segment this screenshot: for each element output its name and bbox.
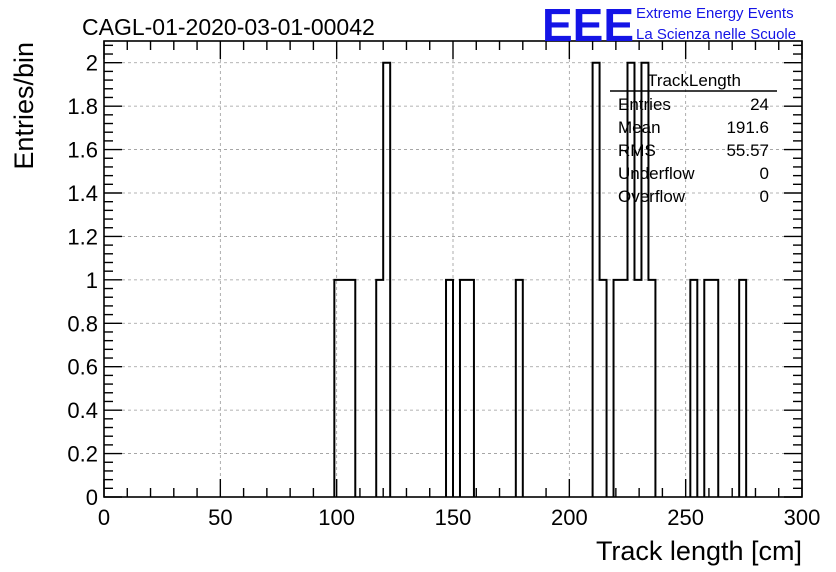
x-tick-label: 0 [98, 505, 110, 530]
stats-row-label: RMS [618, 141, 656, 160]
x-tick-label: 200 [551, 505, 588, 530]
logo-line-1: Extreme Energy Events [636, 5, 794, 22]
y-tick-label: 1.2 [67, 224, 98, 249]
stats-row-value: 55.57 [726, 141, 769, 160]
x-axis-label: Track length [cm] [596, 536, 802, 566]
histogram-bin [376, 280, 383, 497]
x-tick-label: 100 [318, 505, 355, 530]
histogram-bin [614, 280, 621, 497]
y-tick-label: 1.8 [67, 94, 98, 119]
histogram-bin [690, 280, 697, 497]
stats-row-value: 0 [760, 187, 769, 206]
stats-row-label: Underflow [618, 164, 695, 183]
run-title: CAGL-01-2020-03-01-00042 [82, 14, 375, 40]
stats-row-label: Mean [618, 118, 661, 137]
x-tick-label: 250 [667, 505, 704, 530]
x-tick-label: 50 [208, 505, 232, 530]
y-tick-label: 0.6 [67, 355, 98, 380]
histogram-outline [333, 61, 748, 497]
y-tick-label: 0 [86, 485, 98, 510]
plot-frame [103, 40, 803, 498]
histogram-bin [634, 280, 641, 497]
histogram-bin [334, 280, 341, 497]
axis-ticks: 0 50 100 150 200 250 30000.20.40.60.811.21.41.… [67, 41, 820, 530]
histogram-bin [711, 280, 718, 497]
histogram-bin [446, 280, 453, 497]
stats-row-value: 24 [750, 95, 769, 114]
histogram-bin [739, 280, 746, 497]
stats-box-title: TrackLength [647, 71, 741, 90]
histogram-bin [516, 280, 523, 497]
histogram-bin [383, 63, 390, 497]
histogram-bin [341, 280, 348, 497]
histogram-bin [704, 280, 711, 497]
histogram-bin [460, 280, 467, 497]
y-tick-label: 1.4 [67, 181, 98, 206]
x-tick-label: 150 [435, 505, 472, 530]
y-axis-label: Entries/bin [9, 42, 39, 170]
y-tick-label: 0.4 [67, 398, 98, 423]
stats-row-label: Overflow [618, 187, 686, 206]
stats-row-value: 0 [760, 164, 769, 183]
y-tick-label: 1 [86, 268, 98, 293]
x-tick-label: 300 [784, 505, 821, 530]
histogram-bin [348, 280, 355, 497]
y-tick-label: 0.2 [67, 442, 98, 467]
grid-lines [104, 41, 802, 497]
logo-line-2: La Scienza nelle Scuole [636, 26, 796, 43]
eee-logo: EEE [542, 0, 634, 51]
y-tick-label: 1.6 [67, 138, 98, 163]
y-tick-label: 2 [86, 51, 98, 76]
stats-row-label: Entries [618, 95, 671, 114]
histogram-series [333, 61, 748, 497]
histogram-bin [621, 280, 628, 497]
stats-row-value: 191.6 [726, 118, 769, 137]
histogram-bin [600, 280, 607, 497]
histogram-bin [648, 280, 655, 497]
y-tick-label: 0.8 [67, 311, 98, 336]
histogram-bin [593, 63, 600, 497]
histogram-bin [467, 280, 474, 497]
stats-box: TrackLength Entries 24 Mean 191.6 RMS 55.57 Un… [610, 71, 777, 206]
